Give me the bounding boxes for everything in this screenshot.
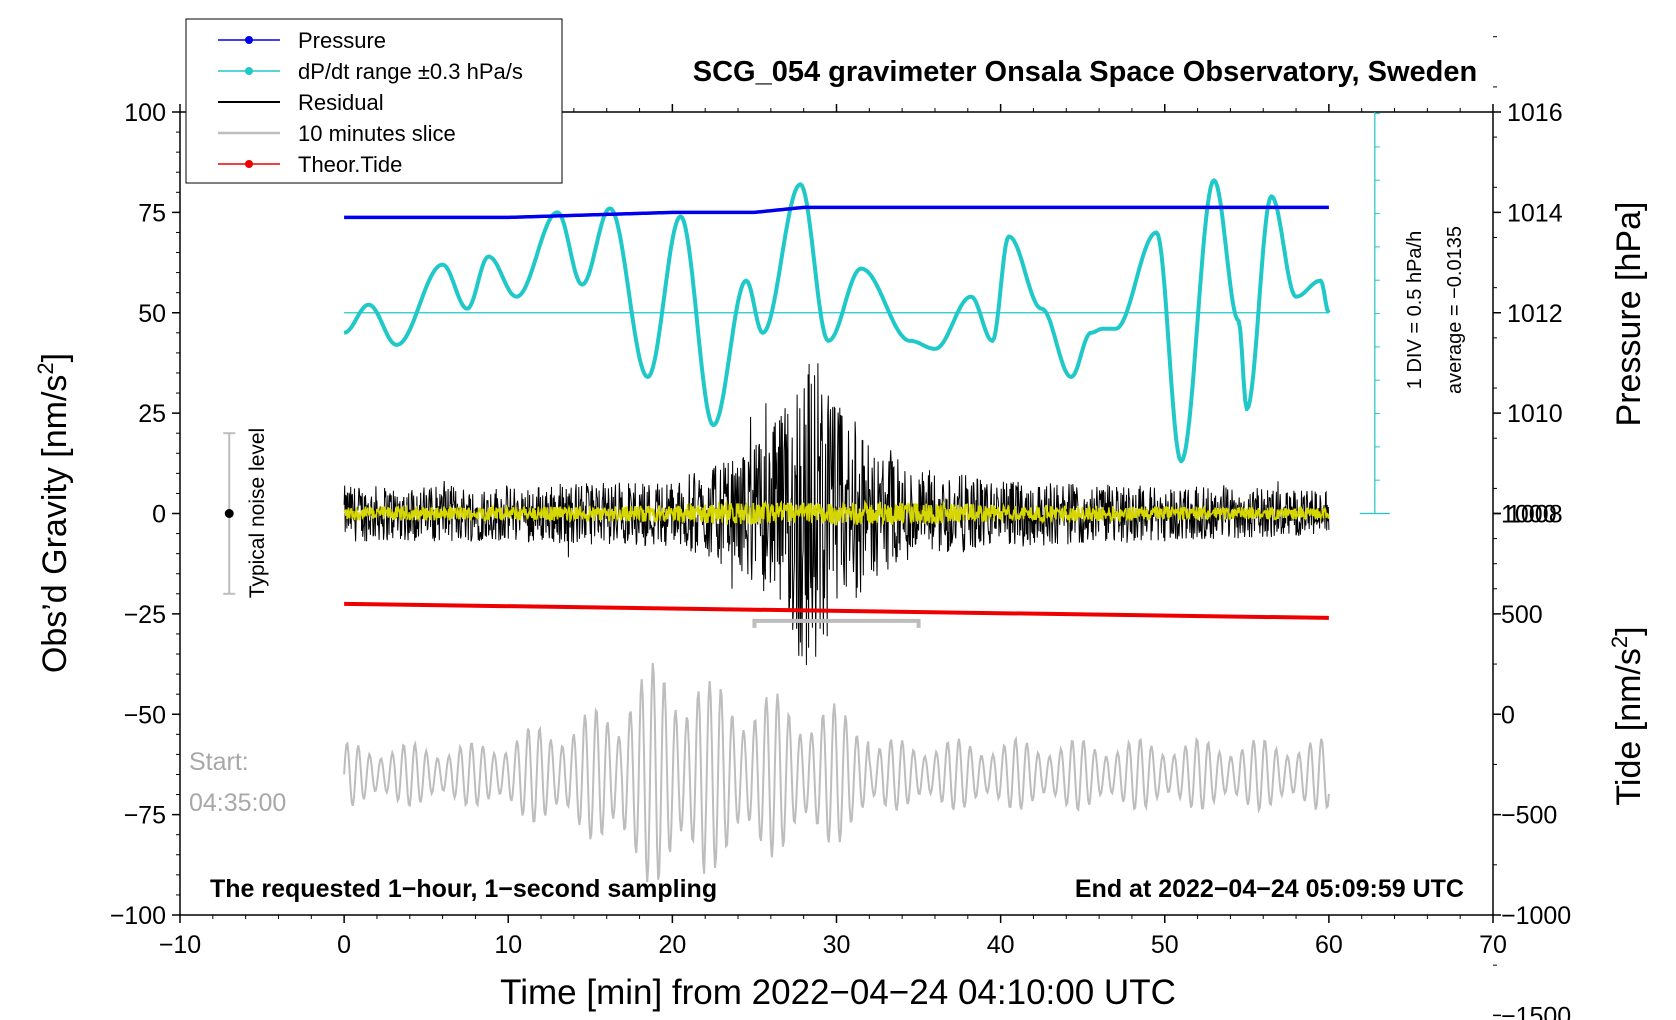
pressure-tick-label: 1008 — [1507, 501, 1563, 529]
note-right: End at 2022−04−24 05:09:59 UTC — [1075, 875, 1464, 903]
y-axis-label-pressure: Pressure [hPa] — [1610, 202, 1648, 427]
legend-label-dpdt: dP/dt range ±0.3 hPa/s — [298, 59, 523, 84]
legend-marker-dpdt — [245, 67, 253, 75]
y-axis-label-left-sup: 2 — [33, 362, 58, 374]
y-axis-label-tide: Tide [nm/s2] — [1607, 626, 1648, 805]
slice-line — [343, 663, 1330, 883]
y-tick-label: 75 — [138, 199, 166, 227]
y-axis-label-left: Obs’d Gravity [nm/s2] — [33, 353, 74, 673]
x-tick-label: 50 — [1151, 931, 1179, 959]
noise-bar-center — [224, 509, 234, 518]
legend-marker-tide — [245, 160, 253, 168]
y-tick-label: −100 — [110, 902, 166, 930]
y-tick-label: −75 — [124, 802, 166, 830]
noise-level-label: Typical noise level — [246, 428, 269, 598]
y-axis-label-tide-sup: 2 — [1607, 636, 1632, 648]
note-left: The requested 1−hour, 1−second sampling — [210, 875, 717, 903]
y-axis-label-left-end: ] — [36, 353, 74, 362]
y-tick-label: −25 — [124, 601, 166, 629]
x-tick-label: −10 — [159, 931, 201, 959]
chart-title: SCG_054 gravimeter Onsala Space Observat… — [693, 56, 1477, 88]
dpdt-line — [343, 178, 1331, 464]
x-axis-label: Time [min] from 2022−04−24 04:10:00 UTC — [500, 973, 1176, 1012]
tide-line — [344, 601, 1329, 620]
slice-series — [343, 663, 1330, 883]
y-tick-label: −50 — [124, 701, 166, 729]
chart-annotations — [223, 432, 236, 595]
legend-label-residual: Residual — [298, 90, 384, 115]
x-tick-label: 0 — [337, 931, 351, 959]
tide-tick-label: −500 — [1501, 802, 1557, 830]
pressure-tick-label: 1012 — [1507, 300, 1563, 328]
slice-bracket — [752, 618, 921, 628]
y-axis-label-tide-end: ] — [1610, 626, 1648, 635]
legend-label-tide: Theor.Tide — [298, 152, 402, 177]
x-tick-label: 40 — [987, 931, 1015, 959]
legend: Pressure dP/dt range ±0.3 hPa/s Residual… — [185, 18, 563, 184]
y-tick-label: 100 — [124, 99, 166, 127]
axis-ticks: −10 0 10 20 30 40 50 60 701007550250−25−50−75−10… — [110, 36, 1571, 1020]
tide-tick-label: −1500 — [1501, 1002, 1571, 1020]
y-axis-label-tide-main: Tide [nm/s — [1610, 648, 1648, 805]
legend-marker-pressure — [245, 36, 253, 44]
tide-tick-label: −1000 — [1501, 902, 1571, 930]
legend-label-slice: 10 minutes slice — [298, 121, 456, 146]
residual-line — [343, 363, 1330, 666]
dpdt-average-annotation: average = −0.0135 — [1444, 226, 1466, 394]
legend-label-pressure: Pressure — [298, 28, 386, 53]
y-tick-label: 50 — [138, 300, 166, 328]
x-tick-label: 10 — [494, 931, 522, 959]
x-tick-label: 60 — [1315, 931, 1343, 959]
start-time: 04:35:00 — [189, 789, 286, 817]
y-axis-label-left-main: Obs’d Gravity [nm/s — [36, 375, 74, 674]
tide-tick-label: 1000 — [1501, 501, 1557, 529]
y-tick-label: 0 — [152, 501, 166, 529]
pressure-series — [344, 205, 1329, 220]
dpdt-scale-annotation: 1 DIV = 0.5 hPa/h — [1404, 231, 1426, 389]
pressure-tick-label: 1010 — [1507, 400, 1563, 428]
pressure-tick-label: 1016 — [1507, 99, 1563, 127]
tide-tick-label: 0 — [1501, 701, 1515, 729]
start-label: Start: — [189, 748, 249, 776]
pressure-tick-label: 1014 — [1507, 199, 1563, 227]
residual-filtered-line — [343, 499, 1330, 526]
dpdt-series — [343, 112, 1390, 515]
tide-tick-label: 500 — [1501, 601, 1543, 629]
y-tick-label: 25 — [138, 400, 166, 428]
x-tick-label: 30 — [823, 931, 851, 959]
pressure-line — [344, 205, 1329, 220]
x-tick-label: 20 — [658, 931, 686, 959]
residual-series — [343, 363, 1330, 666]
tide-series — [344, 601, 1329, 628]
x-tick-label: 70 — [1479, 931, 1507, 959]
